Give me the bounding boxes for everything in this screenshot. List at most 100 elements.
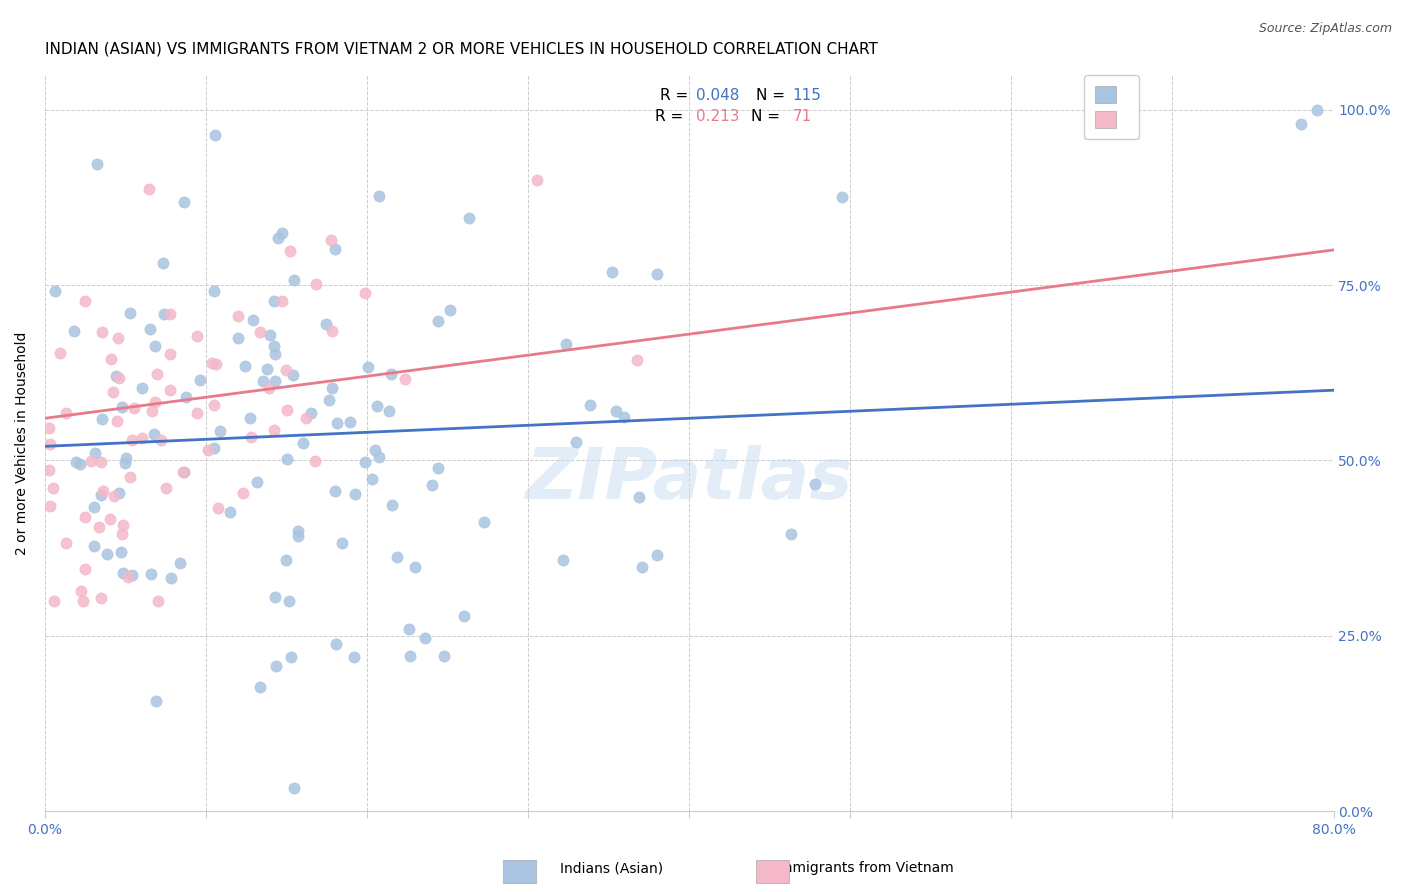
Point (159, 570, 181, 584)
Point (246, 475, 269, 489)
Point (831, 189, 853, 203)
Point (204, 128, 226, 143)
Text: R =: R = (655, 109, 693, 124)
Point (73, 562, 96, 576)
Point (188, 373, 211, 387)
Text: Indians (Asian): Indians (Asian) (560, 862, 664, 875)
Point (270, 226, 292, 240)
Point (380, 367, 402, 381)
Point (118, 470, 141, 484)
Point (112, 566, 135, 580)
Point (330, 535, 353, 549)
Point (457, 211, 479, 225)
Point (263, 294, 285, 309)
Point (122, 401, 145, 416)
Point (73, 294, 96, 309)
Point (343, 650, 366, 665)
Point (142, 426, 165, 441)
Point (353, 455, 375, 469)
Point (100, 511, 122, 525)
Point (305, 277, 328, 292)
Point (103, 489, 125, 503)
Point (565, 435, 588, 450)
Point (55, 536, 77, 550)
Point (145, 694, 167, 708)
Text: INDIAN (ASIAN) VS IMMIGRANTS FROM VIETNAM 2 OR MORE VEHICLES IN HOUSEHOLD CORREL: INDIAN (ASIAN) VS IMMIGRANTS FROM VIETNA… (45, 42, 877, 57)
Point (278, 593, 301, 607)
Point (101, 384, 124, 399)
Text: ZIPatlas: ZIPatlas (526, 445, 853, 514)
Point (378, 404, 401, 418)
Point (83, 539, 105, 553)
Point (96, 547, 118, 561)
Point (48, 346, 70, 360)
Point (84, 445, 107, 459)
Point (91, 484, 114, 499)
Point (111, 517, 134, 532)
Point (111, 527, 134, 541)
Point (426, 314, 449, 328)
Point (80, 454, 103, 468)
Point (276, 403, 298, 417)
Point (263, 590, 285, 604)
Point (259, 328, 281, 343)
Point (233, 359, 256, 374)
Point (256, 362, 278, 376)
Point (139, 566, 162, 581)
Point (368, 450, 391, 464)
Point (276, 552, 298, 566)
Text: 71: 71 (793, 109, 811, 124)
Point (111, 401, 134, 415)
Point (110, 545, 132, 559)
Point (172, 465, 194, 479)
Point (366, 399, 388, 413)
Point (121, 568, 143, 582)
Point (600, 265, 623, 279)
Point (283, 273, 305, 287)
Point (526, 173, 548, 187)
Point (131, 381, 153, 395)
Point (280, 650, 302, 665)
Point (357, 360, 380, 375)
Point (83, 500, 105, 514)
Text: Immigrants from Vietnam: Immigrants from Vietnam (775, 862, 955, 875)
Point (555, 337, 578, 351)
Point (278, 244, 301, 258)
Point (42, 481, 65, 495)
Point (804, 477, 827, 491)
Point (159, 307, 181, 321)
Point (299, 406, 322, 420)
Point (38, 437, 60, 451)
Point (287, 524, 309, 539)
Point (89, 520, 111, 534)
Point (174, 390, 197, 404)
Point (283, 781, 305, 796)
Point (321, 382, 343, 396)
Point (197, 442, 219, 457)
Point (626, 353, 648, 368)
Point (399, 648, 422, 663)
Point (65, 455, 87, 469)
Point (323, 483, 346, 498)
Point (264, 347, 287, 361)
Point (315, 317, 337, 331)
Point (228, 331, 250, 345)
Point (394, 372, 416, 386)
Point (149, 433, 172, 447)
Point (304, 454, 326, 468)
Point (295, 411, 318, 425)
Point (257, 381, 280, 395)
Point (44, 285, 66, 299)
Point (201, 356, 224, 370)
Point (100, 351, 122, 366)
Point (145, 395, 167, 409)
Point (90, 488, 112, 502)
Point (117, 570, 139, 584)
Point (242, 313, 264, 327)
Point (239, 411, 262, 425)
Point (145, 367, 167, 381)
Point (433, 648, 456, 663)
Point (159, 383, 181, 397)
Point (202, 399, 225, 413)
Point (169, 556, 191, 570)
